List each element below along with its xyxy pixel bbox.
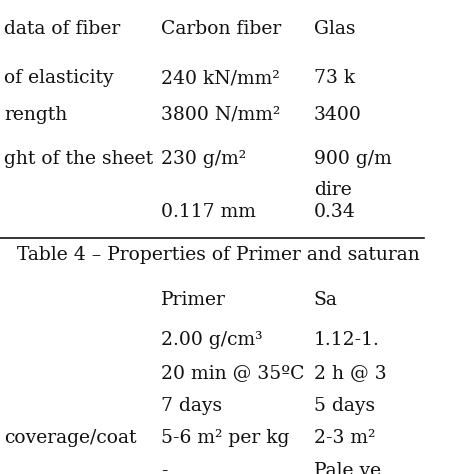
Text: Carbon fiber: Carbon fiber <box>161 20 282 38</box>
Text: Table 4 – Properties of Primer and saturan: Table 4 – Properties of Primer and satur… <box>17 246 419 264</box>
Text: of elasticity: of elasticity <box>4 69 114 87</box>
Text: 900 g/m: 900 g/m <box>314 150 392 168</box>
Text: 73 k: 73 k <box>314 69 355 87</box>
Text: 0.117 mm: 0.117 mm <box>161 203 256 221</box>
Text: -: - <box>161 462 168 474</box>
Text: Primer: Primer <box>161 291 226 309</box>
Text: 3800 N/mm²: 3800 N/mm² <box>161 106 280 124</box>
Text: 5 days: 5 days <box>314 397 375 415</box>
Text: 2 h @ 3: 2 h @ 3 <box>314 364 386 382</box>
Text: 1.12-1.: 1.12-1. <box>314 331 380 349</box>
Text: 0.34: 0.34 <box>314 203 356 221</box>
Text: 5-6 m² per kg: 5-6 m² per kg <box>161 429 290 447</box>
Text: 7 days: 7 days <box>161 397 222 415</box>
Text: 230 g/m²: 230 g/m² <box>161 150 246 168</box>
Text: Glas: Glas <box>314 20 355 38</box>
Text: 20 min @ 35ºC: 20 min @ 35ºC <box>161 364 305 382</box>
Text: 240 kN/mm²: 240 kN/mm² <box>161 69 280 87</box>
Text: rength: rength <box>4 106 67 124</box>
Text: dire: dire <box>314 181 351 199</box>
Text: 2-3 m²: 2-3 m² <box>314 429 375 447</box>
Text: 2.00 g/cm³: 2.00 g/cm³ <box>161 331 263 349</box>
Text: 3400: 3400 <box>314 106 362 124</box>
Text: coverage/coat: coverage/coat <box>4 429 137 447</box>
Text: Sa: Sa <box>314 291 337 309</box>
Text: ght of the sheet: ght of the sheet <box>4 150 154 168</box>
Text: data of fiber: data of fiber <box>4 20 120 38</box>
Text: Pale ye: Pale ye <box>314 462 381 474</box>
